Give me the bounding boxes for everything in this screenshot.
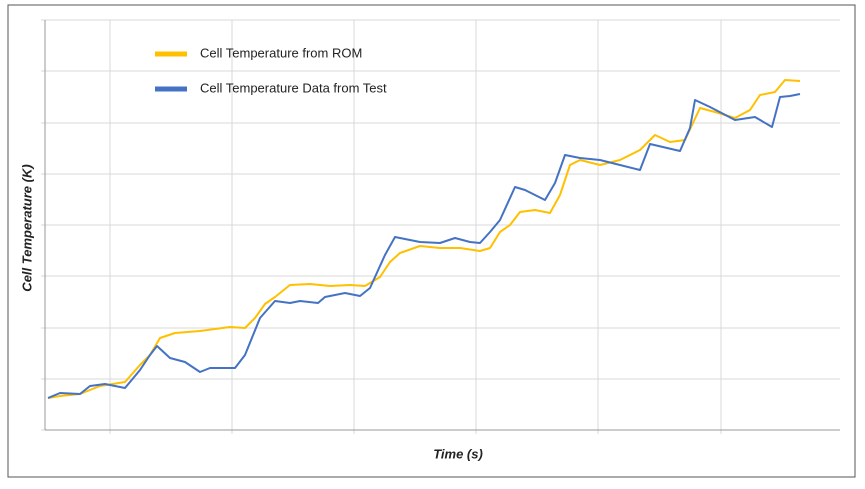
series-line — [47, 93, 801, 399]
legend-label: Cell Temperature from ROM — [200, 45, 362, 60]
frame — [7, 4, 856, 478]
y-axis-label: Cell Temperature (K) — [19, 164, 34, 291]
legend-label: Cell Temperature Data from Test — [200, 80, 387, 95]
series-line — [47, 79, 801, 399]
x-axis-label: Time (s) — [433, 446, 483, 461]
